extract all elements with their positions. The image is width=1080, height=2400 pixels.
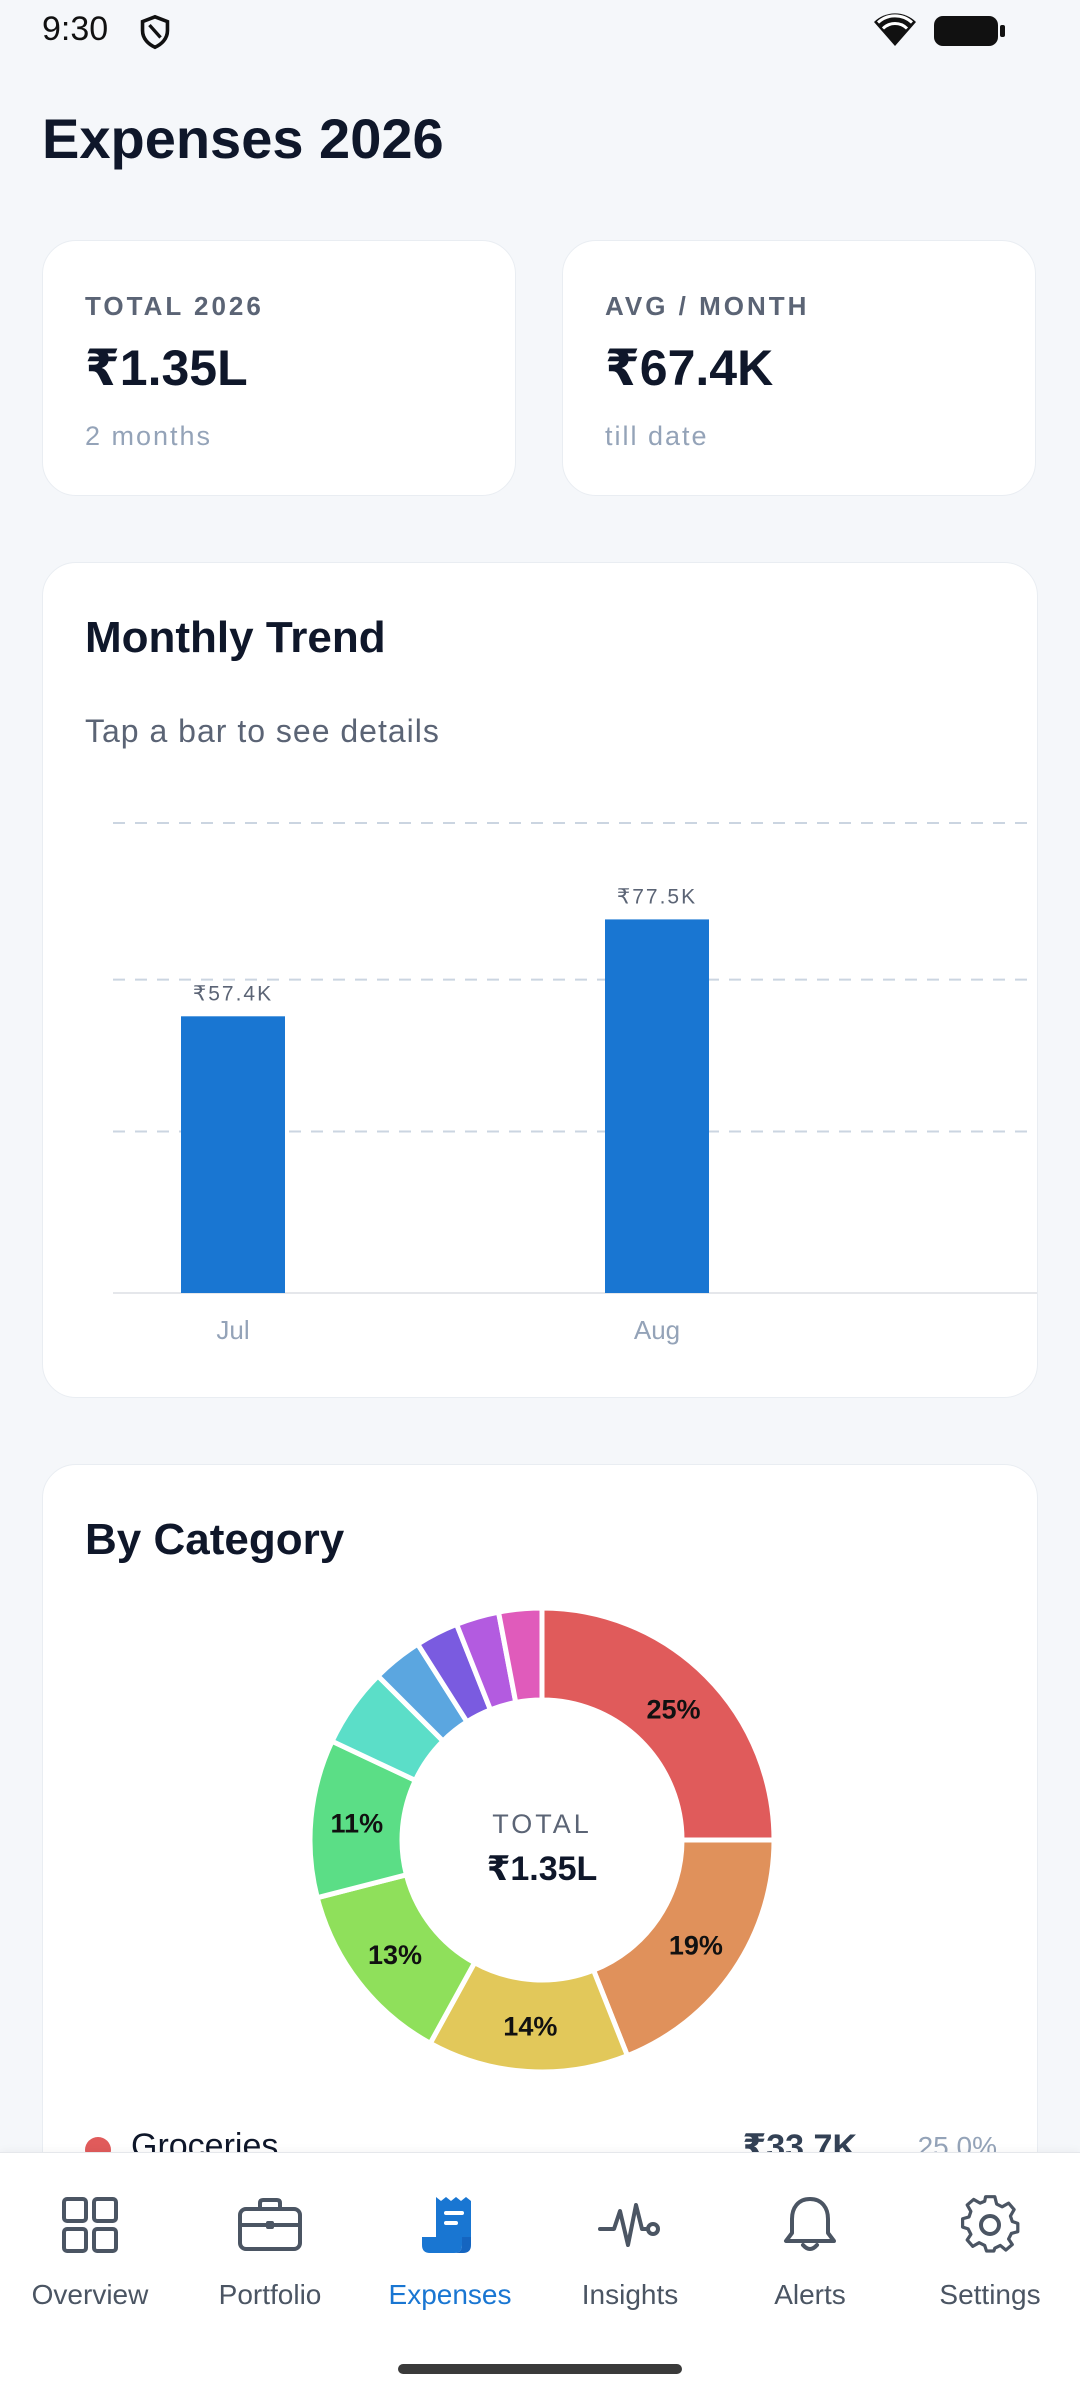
grid-icon <box>62 2197 118 2253</box>
donut-slice[interactable] <box>539 1605 777 1843</box>
nav-expenses[interactable]: Expenses <box>360 2193 540 2323</box>
home-indicator <box>398 2364 682 2374</box>
nav-label: Settings <box>939 2279 1041 2310</box>
category-donut-chart: 25% 19% 14% 13% 11% <box>307 1605 777 2075</box>
slice-percent-label: 19% <box>669 1931 723 1961</box>
bar-value-label: ₹57.4K <box>193 982 273 1005</box>
battery-icon <box>934 16 1005 46</box>
pulse-icon <box>598 2203 660 2247</box>
stat-label: AVG / MONTH <box>605 291 810 321</box>
stat-value: ₹67.4K <box>605 340 774 396</box>
nav-alerts[interactable]: Alerts <box>720 2193 900 2323</box>
shield-icon <box>140 14 170 50</box>
donut-total-label: TOTAL <box>492 1809 592 1839</box>
status-time: 9:30 <box>42 10 109 48</box>
x-tick-label: Jul <box>216 1315 249 1345</box>
receipt-icon <box>422 2197 471 2253</box>
stat-sub: 2 months <box>85 421 213 451</box>
nav-label: Portfolio <box>218 2279 322 2310</box>
monthly-trend-card: Monthly Trend Tap a bar to see details ₹… <box>42 562 1038 1398</box>
nav-label: Overview <box>31 2279 149 2310</box>
nav-settings[interactable]: Settings <box>900 2193 1080 2323</box>
donut-total-value: ₹1.35L <box>486 1850 598 1888</box>
wifi-icon <box>874 13 916 46</box>
slice-percent-label: 14% <box>503 2012 557 2042</box>
bottom-nav: Overview Portfolio Expenses Insights <box>0 2152 1080 2400</box>
trend-title: Monthly Trend <box>85 613 386 662</box>
nav-portfolio[interactable]: Portfolio <box>180 2193 360 2323</box>
gear-icon <box>960 2195 1020 2253</box>
briefcase-icon <box>238 2198 302 2251</box>
slice-percent-label: 13% <box>368 1940 422 1970</box>
bell-icon <box>784 2197 836 2251</box>
page-title: Expenses 2026 <box>42 107 444 170</box>
nav-label: Alerts <box>774 2279 846 2310</box>
nav-label: Insights <box>581 2279 679 2310</box>
donut-slice[interactable] <box>590 1837 777 2059</box>
donut-slice[interactable] <box>495 1605 545 1706</box>
nav-overview[interactable]: Overview <box>0 2193 180 2323</box>
x-tick-label: Aug <box>634 1315 680 1345</box>
stat-value: ₹1.35L <box>85 340 248 396</box>
bar-jul[interactable] <box>181 1016 285 1293</box>
total-stat-card: TOTAL 2026 ₹1.35L 2 months <box>42 240 516 496</box>
slice-percent-label: 11% <box>331 1808 384 1838</box>
monthly-trend-chart: ₹57.4K Jul ₹77.5K Aug <box>113 822 1037 1345</box>
nav-insights[interactable]: Insights <box>540 2193 720 2323</box>
nav-label: Expenses <box>388 2279 512 2310</box>
bar-value-label: ₹77.5K <box>617 885 697 908</box>
avg-stat-card: AVG / MONTH ₹67.4K till date <box>562 240 1036 496</box>
bar-aug[interactable] <box>605 919 709 1293</box>
stat-sub: till date <box>605 421 709 451</box>
stat-label: TOTAL 2026 <box>85 291 264 321</box>
category-title: By Category <box>85 1515 345 1564</box>
trend-subtitle: Tap a bar to see details <box>85 713 440 749</box>
status-bar: 9:30 <box>0 0 1080 64</box>
slice-percent-label: 25% <box>646 1694 700 1724</box>
